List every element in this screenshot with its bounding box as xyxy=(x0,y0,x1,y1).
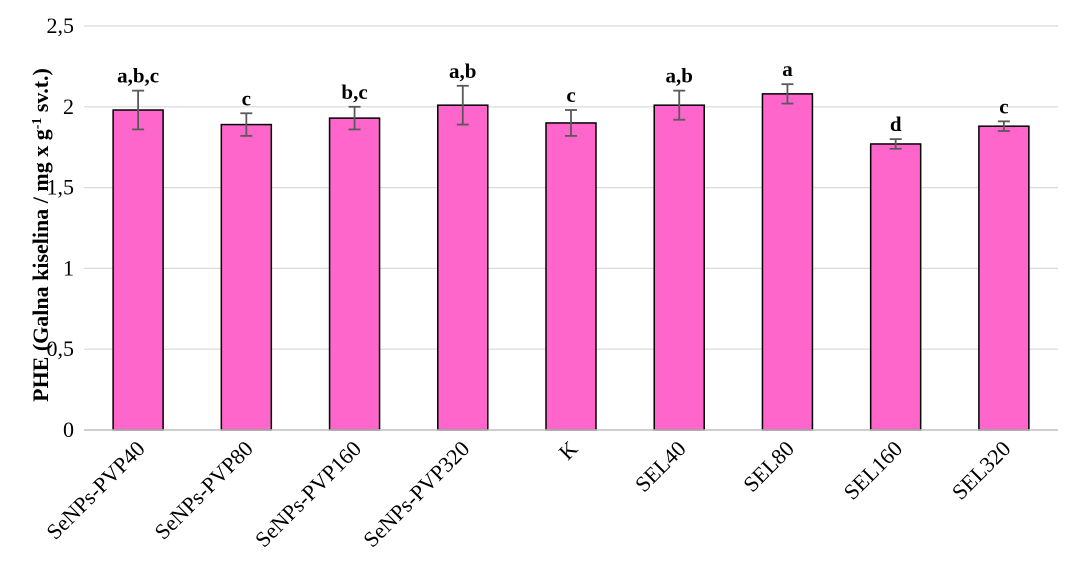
significance-label: a,b,c xyxy=(117,64,159,88)
y-axis-label-tail: sv.t.) xyxy=(28,68,53,118)
y-tick-label: 0 xyxy=(63,417,74,442)
significance-label: a xyxy=(782,57,793,81)
x-tick-label: SeNPs-PVP40 xyxy=(41,436,149,544)
y-axis-label-main: PHE (Galna kiselina / mg x g xyxy=(28,129,53,402)
error-bar xyxy=(673,89,686,121)
significance-label: b,c xyxy=(341,80,367,104)
significance-label: d xyxy=(890,112,902,136)
bars xyxy=(112,93,1030,431)
error-bar xyxy=(889,138,902,150)
error-bars xyxy=(132,83,1010,150)
x-tick-label: SeNPs-PVP320 xyxy=(358,436,474,552)
error-bar xyxy=(348,105,361,131)
x-tick-label: K xyxy=(554,436,583,465)
error-bar xyxy=(240,112,253,137)
bar xyxy=(112,109,164,431)
error-bar xyxy=(132,89,145,131)
x-tick-label: SEL160 xyxy=(839,436,908,505)
x-tick-label: SEL80 xyxy=(738,436,799,497)
error-bar xyxy=(781,83,794,105)
error-bar xyxy=(997,120,1010,132)
x-tick-label: SeNPs-PVP160 xyxy=(250,436,366,552)
bar xyxy=(220,123,273,431)
significance-label: c xyxy=(999,94,1008,118)
x-tick-label: SEL320 xyxy=(947,436,1016,505)
x-tick-label: SeNPs-PVP80 xyxy=(149,436,257,544)
x-axis-ticks: SeNPs-PVP40 SeNPs-PVP80SeNPs-PVP160SeNPs-… xyxy=(41,436,1015,552)
y-axis-ticks: 0 0,5 1 1,5 2 2,5 xyxy=(47,13,75,442)
bar xyxy=(869,143,922,431)
bar xyxy=(978,125,1030,431)
error-bar xyxy=(456,84,469,126)
y-tick-label: 1 xyxy=(63,255,74,280)
y-tick-label: 0,5 xyxy=(47,336,75,361)
bar xyxy=(761,93,814,431)
significance-label: a,b xyxy=(449,59,476,83)
y-tick-label: 1,5 xyxy=(47,175,75,200)
significance-label: c xyxy=(566,83,575,107)
y-tick-label: 2 xyxy=(63,94,74,119)
bar xyxy=(437,104,489,431)
bar xyxy=(328,117,381,431)
significance-labels: a,b,c c b,c a,b c a,b a d c xyxy=(117,57,1008,136)
y-axis-label-sup: -1 xyxy=(30,118,45,130)
significance-label: c xyxy=(242,86,251,110)
y-axis-label: PHE (Galna kiselina / mg x g-1 sv.t.) xyxy=(28,68,53,402)
error-bar xyxy=(565,109,577,137)
y-tick-label: 2,5 xyxy=(47,13,75,38)
significance-label: a,b xyxy=(666,64,693,88)
bar xyxy=(545,122,597,431)
bar xyxy=(653,104,705,431)
x-tick-label: SEL40 xyxy=(630,436,691,497)
